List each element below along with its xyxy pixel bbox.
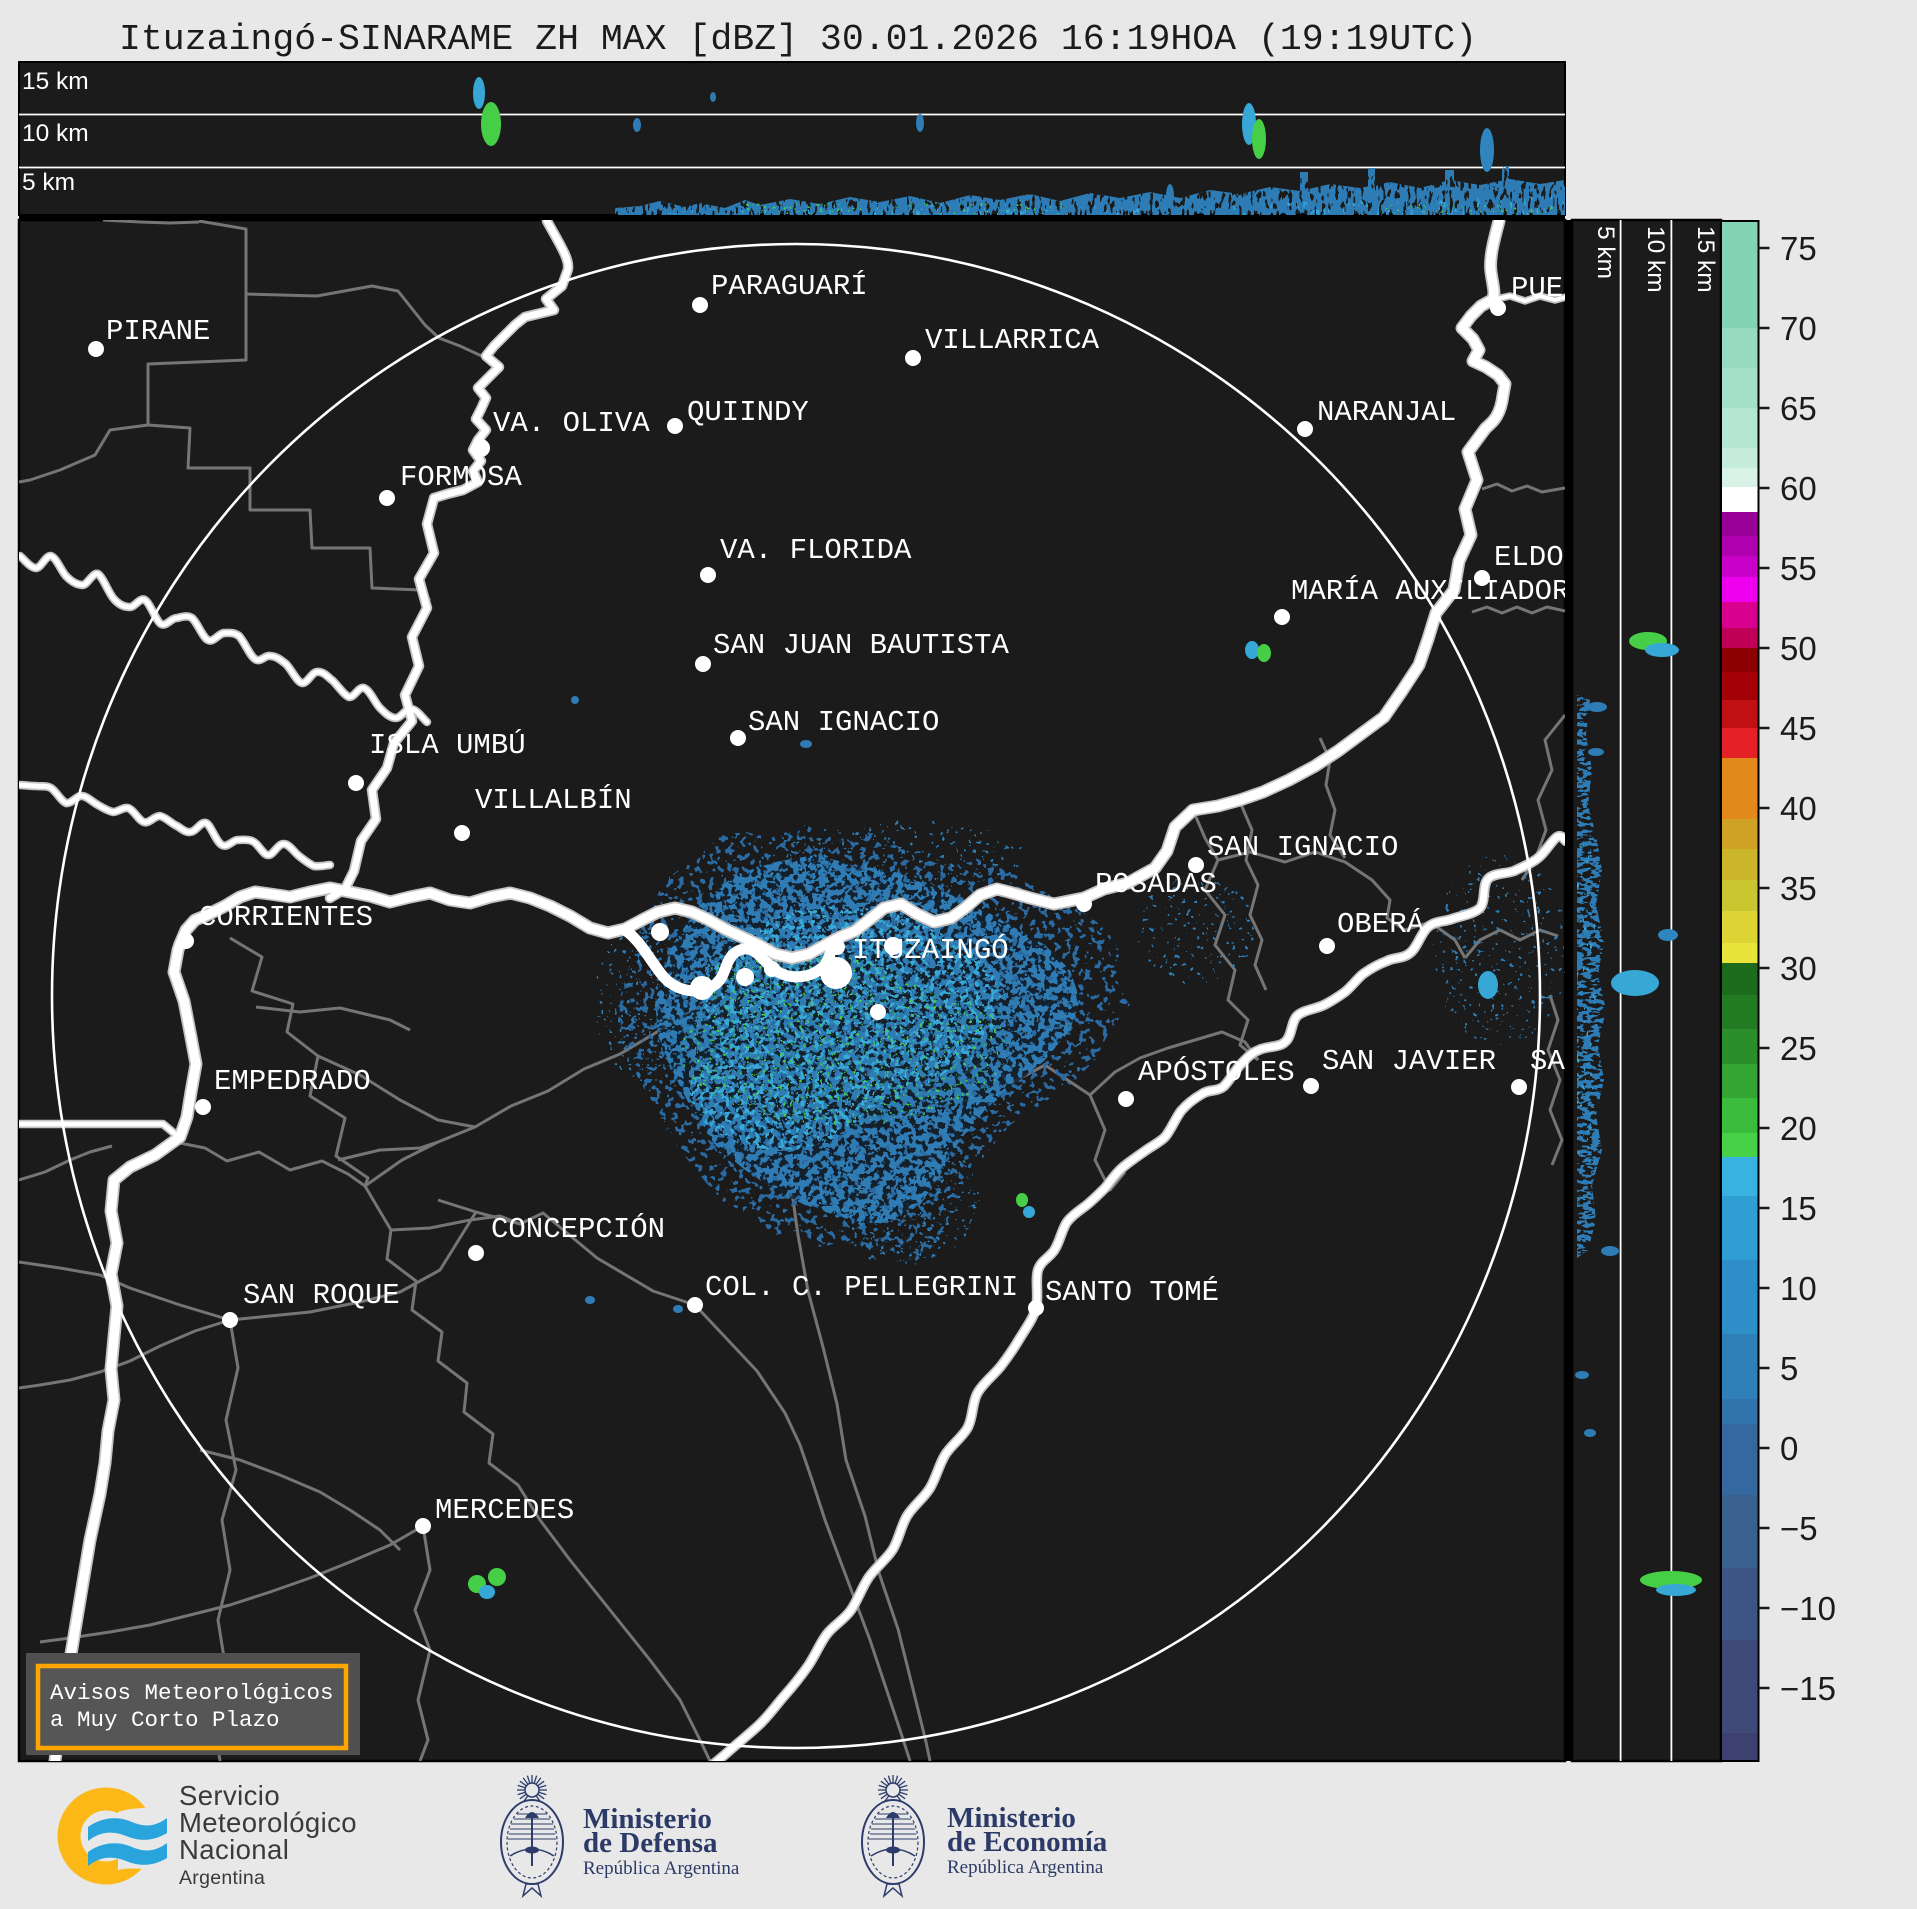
svg-text:SAN IGNACIO: SAN IGNACIO (748, 706, 939, 739)
svg-text:45: 45 (1780, 710, 1817, 747)
svg-text:15 km: 15 km (1692, 226, 1719, 293)
svg-text:MERCEDES: MERCEDES (435, 1494, 574, 1527)
svg-text:55: 55 (1780, 550, 1817, 587)
svg-text:5: 5 (1780, 1350, 1798, 1387)
svg-text:Servicio: Servicio (179, 1780, 280, 1811)
svg-text:de Defensa: de Defensa (583, 1827, 718, 1859)
svg-text:10 km: 10 km (22, 120, 89, 147)
svg-text:60: 60 (1780, 470, 1817, 507)
svg-text:a Muy Corto Plazo: a Muy Corto Plazo (50, 1707, 280, 1733)
svg-text:PARAGUARÍ: PARAGUARÍ (711, 269, 868, 303)
svg-text:APÓSTOLES: APÓSTOLES (1138, 1055, 1295, 1089)
svg-text:República Argentina: República Argentina (947, 1857, 1104, 1878)
svg-text:SAN JUAN BAUTISTA: SAN JUAN BAUTISTA (713, 629, 1009, 662)
svg-text:75: 75 (1780, 230, 1817, 267)
svg-text:SAN VICENTE: SAN VICENTE (1530, 1045, 1721, 1078)
svg-text:Ministerio: Ministerio (947, 1802, 1076, 1834)
svg-text:20: 20 (1780, 1110, 1817, 1147)
svg-text:−15: −15 (1780, 1670, 1836, 1707)
svg-text:5 km: 5 km (22, 169, 75, 196)
svg-text:10 km: 10 km (1642, 226, 1669, 293)
svg-text:Argentina: Argentina (179, 1867, 265, 1889)
svg-text:ITUZAINGÓ: ITUZAINGÓ (852, 933, 1009, 967)
svg-text:25: 25 (1780, 1030, 1817, 1067)
svg-text:FORMOSA: FORMOSA (400, 461, 522, 494)
svg-text:Avisos Meteorológicos: Avisos Meteorológicos (50, 1680, 334, 1706)
svg-text:SAN ROQUE: SAN ROQUE (243, 1279, 400, 1312)
svg-text:Ituzaingó-SINARAME ZH MAX [dBZ: Ituzaingó-SINARAME ZH MAX [dBZ] 30.01.20… (119, 19, 1477, 60)
svg-text:ISLA UMBÚ: ISLA UMBÚ (369, 728, 526, 762)
svg-text:ELDORADO: ELDORADO (1494, 541, 1633, 574)
svg-text:VA. FLORIDA: VA. FLORIDA (720, 534, 912, 567)
svg-text:Nacional: Nacional (179, 1834, 289, 1865)
svg-text:VA. OLIVA: VA. OLIVA (493, 407, 650, 440)
svg-text:COL. C. PELLEGRINI: COL. C. PELLEGRINI (705, 1271, 1018, 1304)
svg-text:de Economía: de Economía (947, 1826, 1108, 1858)
svg-text:MARÍA AUXILIADORA: MARÍA AUXILIADORA (1291, 574, 1587, 608)
svg-text:SANTO TOMÉ: SANTO TOMÉ (1045, 1275, 1219, 1309)
svg-text:30: 30 (1780, 950, 1817, 987)
svg-text:VILLARRICA: VILLARRICA (925, 324, 1100, 357)
svg-text:POSADAS: POSADAS (1095, 868, 1217, 901)
svg-text:EMPEDRADO: EMPEDRADO (214, 1065, 371, 1098)
svg-text:15 km: 15 km (22, 68, 89, 95)
svg-text:−10: −10 (1780, 1590, 1836, 1627)
svg-text:50: 50 (1780, 630, 1817, 667)
svg-text:0: 0 (1780, 1430, 1798, 1467)
svg-text:NARANJAL: NARANJAL (1317, 396, 1456, 429)
svg-text:5 km: 5 km (1592, 226, 1619, 279)
svg-text:35: 35 (1780, 870, 1817, 907)
svg-text:70: 70 (1780, 310, 1817, 347)
svg-text:Ministerio: Ministerio (583, 1803, 712, 1835)
svg-text:CORRIENTES: CORRIENTES (199, 901, 373, 934)
svg-text:−5: −5 (1780, 1510, 1818, 1547)
svg-text:Meteorológico: Meteorológico (179, 1807, 357, 1838)
svg-text:CONCEPCIÓN: CONCEPCIÓN (491, 1212, 665, 1246)
svg-text:PIRANE: PIRANE (106, 315, 210, 348)
svg-text:República Argentina: República Argentina (583, 1858, 740, 1879)
svg-text:10: 10 (1780, 1270, 1817, 1307)
svg-text:PUERTO RICO: PUERTO RICO (1511, 272, 1702, 305)
svg-text:40: 40 (1780, 790, 1817, 827)
svg-text:OBERÁ: OBERÁ (1337, 907, 1425, 941)
svg-text:SAN IGNACIO: SAN IGNACIO (1207, 831, 1398, 864)
svg-text:SAN JAVIER: SAN JAVIER (1322, 1045, 1496, 1078)
svg-text:VILLALBÍN: VILLALBÍN (475, 783, 632, 817)
svg-text:15: 15 (1780, 1190, 1817, 1227)
svg-text:65: 65 (1780, 390, 1817, 427)
svg-text:QUIINDY: QUIINDY (687, 396, 809, 429)
